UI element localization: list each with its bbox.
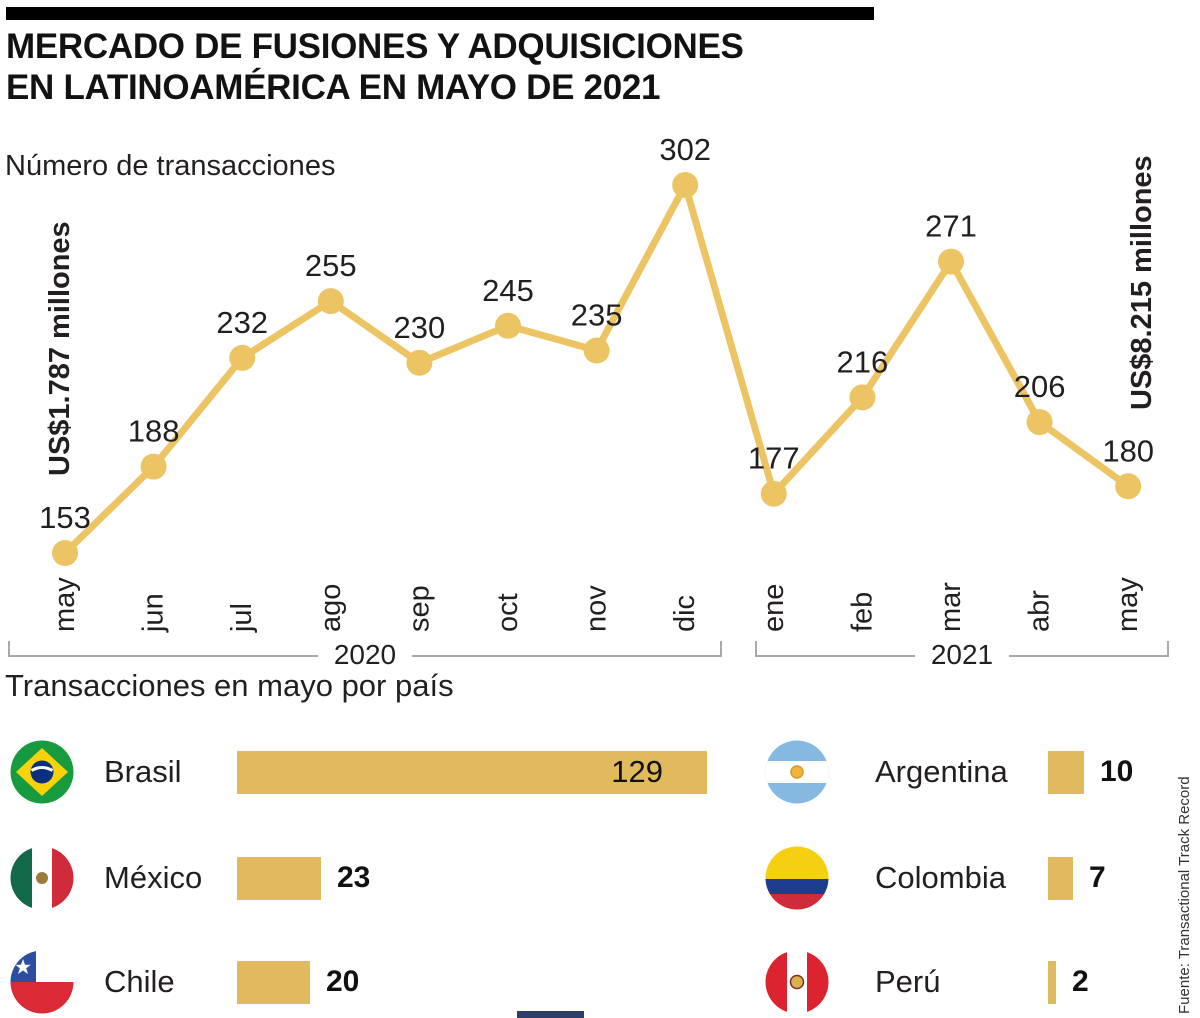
svg-text:oct: oct [492,593,524,632]
year-label-2020: 2020 [317,639,413,671]
svg-text:232: 232 [216,305,268,340]
bar-chile [237,960,310,1004]
svg-text:ene: ene [758,584,790,632]
chile-flag-icon [10,950,74,1014]
svg-text:ago: ago [315,584,347,632]
country-row-brasil: Brasil 129 [10,739,707,805]
country-row-argentina: Argentina 10 [765,739,1133,805]
year-bracket-2020: 2020 [8,639,722,671]
bar-value: 2 [1072,965,1089,998]
svg-text:mar: mar [935,582,967,632]
svg-text:nov: nov [581,585,613,632]
bar-mexico [237,856,321,900]
page-title: MERCADO DE FUSIONES Y ADQUISICIONES EN L… [6,26,744,109]
peru-flag-icon [765,950,829,1014]
svg-text:216: 216 [837,344,889,379]
svg-text:271: 271 [925,209,977,244]
country-name: Perú [875,964,941,999]
svg-text:255: 255 [305,248,357,283]
argentina-flag-icon [765,740,829,804]
bar-value: 10 [1100,755,1134,788]
mexico-flag-icon [10,846,74,910]
svg-text:dic: dic [669,595,701,632]
bar-value: 129 [611,754,663,789]
bottom-cutoff-artifact [517,1011,584,1018]
svg-text:245: 245 [482,273,534,308]
title-line-1: MERCADO DE FUSIONES Y ADQUISICIONES [6,27,744,66]
svg-text:177: 177 [748,441,800,476]
country-row-chile: Chile 20 [10,949,359,1015]
section-title: Transacciones en mayo por país [5,668,454,703]
country-row-mexico: México 23 [10,845,370,911]
svg-text:may: may [49,577,81,632]
colombia-flag-icon [765,846,829,910]
bar-peru [1048,960,1056,1004]
svg-text:235: 235 [571,298,623,333]
country-name: Chile [104,964,175,999]
svg-text:may: may [1112,577,1144,632]
svg-text:180: 180 [1102,433,1154,468]
country-row-colombia: Colombia 7 [765,845,1106,911]
brasil-flag-icon [10,740,74,804]
top-rule [6,7,874,20]
svg-text:230: 230 [394,310,446,345]
chart-subtitle: Número de transacciones [5,150,336,182]
transactions-line-chart: 153 may 188 jun 232 jul 255 ago 230 sep 245 oct 235 n… [39,132,1154,633]
bar-colombia [1048,856,1073,900]
source-note: Fuente: Transactional Track Record [1176,776,1193,1014]
country-name: Argentina [875,754,1008,789]
bar-value: 23 [337,861,371,894]
svg-text:jul: jul [226,603,258,633]
bar-brasil: 129 [237,750,707,794]
svg-text:153: 153 [39,500,91,535]
svg-text:206: 206 [1014,369,1066,404]
bar-value: 20 [326,965,360,998]
svg-text:302: 302 [659,132,711,167]
svg-text:feb: feb [846,592,878,632]
bar-argentina [1048,750,1084,794]
svg-text:abr: abr [1024,590,1056,632]
svg-text:188: 188 [128,414,180,449]
year-bracket-2021: 2021 [755,639,1169,671]
svg-text:jun: jun [138,593,170,633]
svg-text:sep: sep [403,585,435,632]
year-label-2021: 2021 [914,639,1010,671]
title-line-2: EN LATINOAMÉRICA EN MAYO DE 2021 [6,68,661,108]
country-name: México [104,860,203,895]
country-row-peru: Perú 2 [765,949,1089,1015]
country-name: Brasil [104,754,182,789]
bar-value: 7 [1089,861,1106,894]
country-name: Colombia [875,860,1006,895]
